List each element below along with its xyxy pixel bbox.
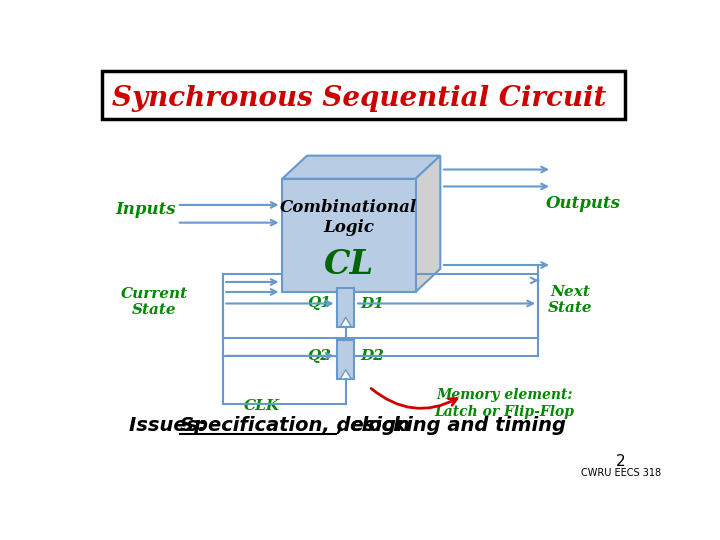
Text: Current
State: Current State (121, 287, 188, 317)
Text: CLK: CLK (244, 399, 280, 413)
Text: 2: 2 (616, 454, 626, 469)
Polygon shape (341, 318, 351, 327)
Text: CL: CL (324, 248, 374, 281)
Text: Q1: Q1 (307, 296, 331, 310)
Text: Memory element:
Latch or Flip-Flop: Memory element: Latch or Flip-Flop (435, 388, 575, 418)
Text: D2: D2 (361, 349, 384, 363)
Text: Next
State: Next State (548, 285, 593, 315)
Polygon shape (282, 156, 441, 179)
Bar (337, 340, 354, 379)
Text: , clocking and timing: , clocking and timing (336, 416, 567, 435)
Text: CWRU EECS 318: CWRU EECS 318 (581, 468, 661, 478)
Polygon shape (341, 370, 351, 379)
Bar (223, 274, 538, 338)
Bar (102, 71, 625, 119)
Bar (337, 288, 354, 327)
Text: Issues:: Issues: (129, 416, 212, 435)
Text: Outputs: Outputs (546, 195, 621, 212)
Text: D1: D1 (361, 296, 384, 310)
Bar (282, 179, 415, 292)
Text: Inputs: Inputs (115, 201, 176, 218)
Text: Q2: Q2 (307, 349, 331, 363)
Text: Specification, design: Specification, design (180, 416, 410, 435)
Text: Combinational
Logic: Combinational Logic (280, 199, 418, 235)
Text: Synchronous Sequential Circuit: Synchronous Sequential Circuit (112, 85, 606, 112)
Polygon shape (415, 156, 441, 292)
